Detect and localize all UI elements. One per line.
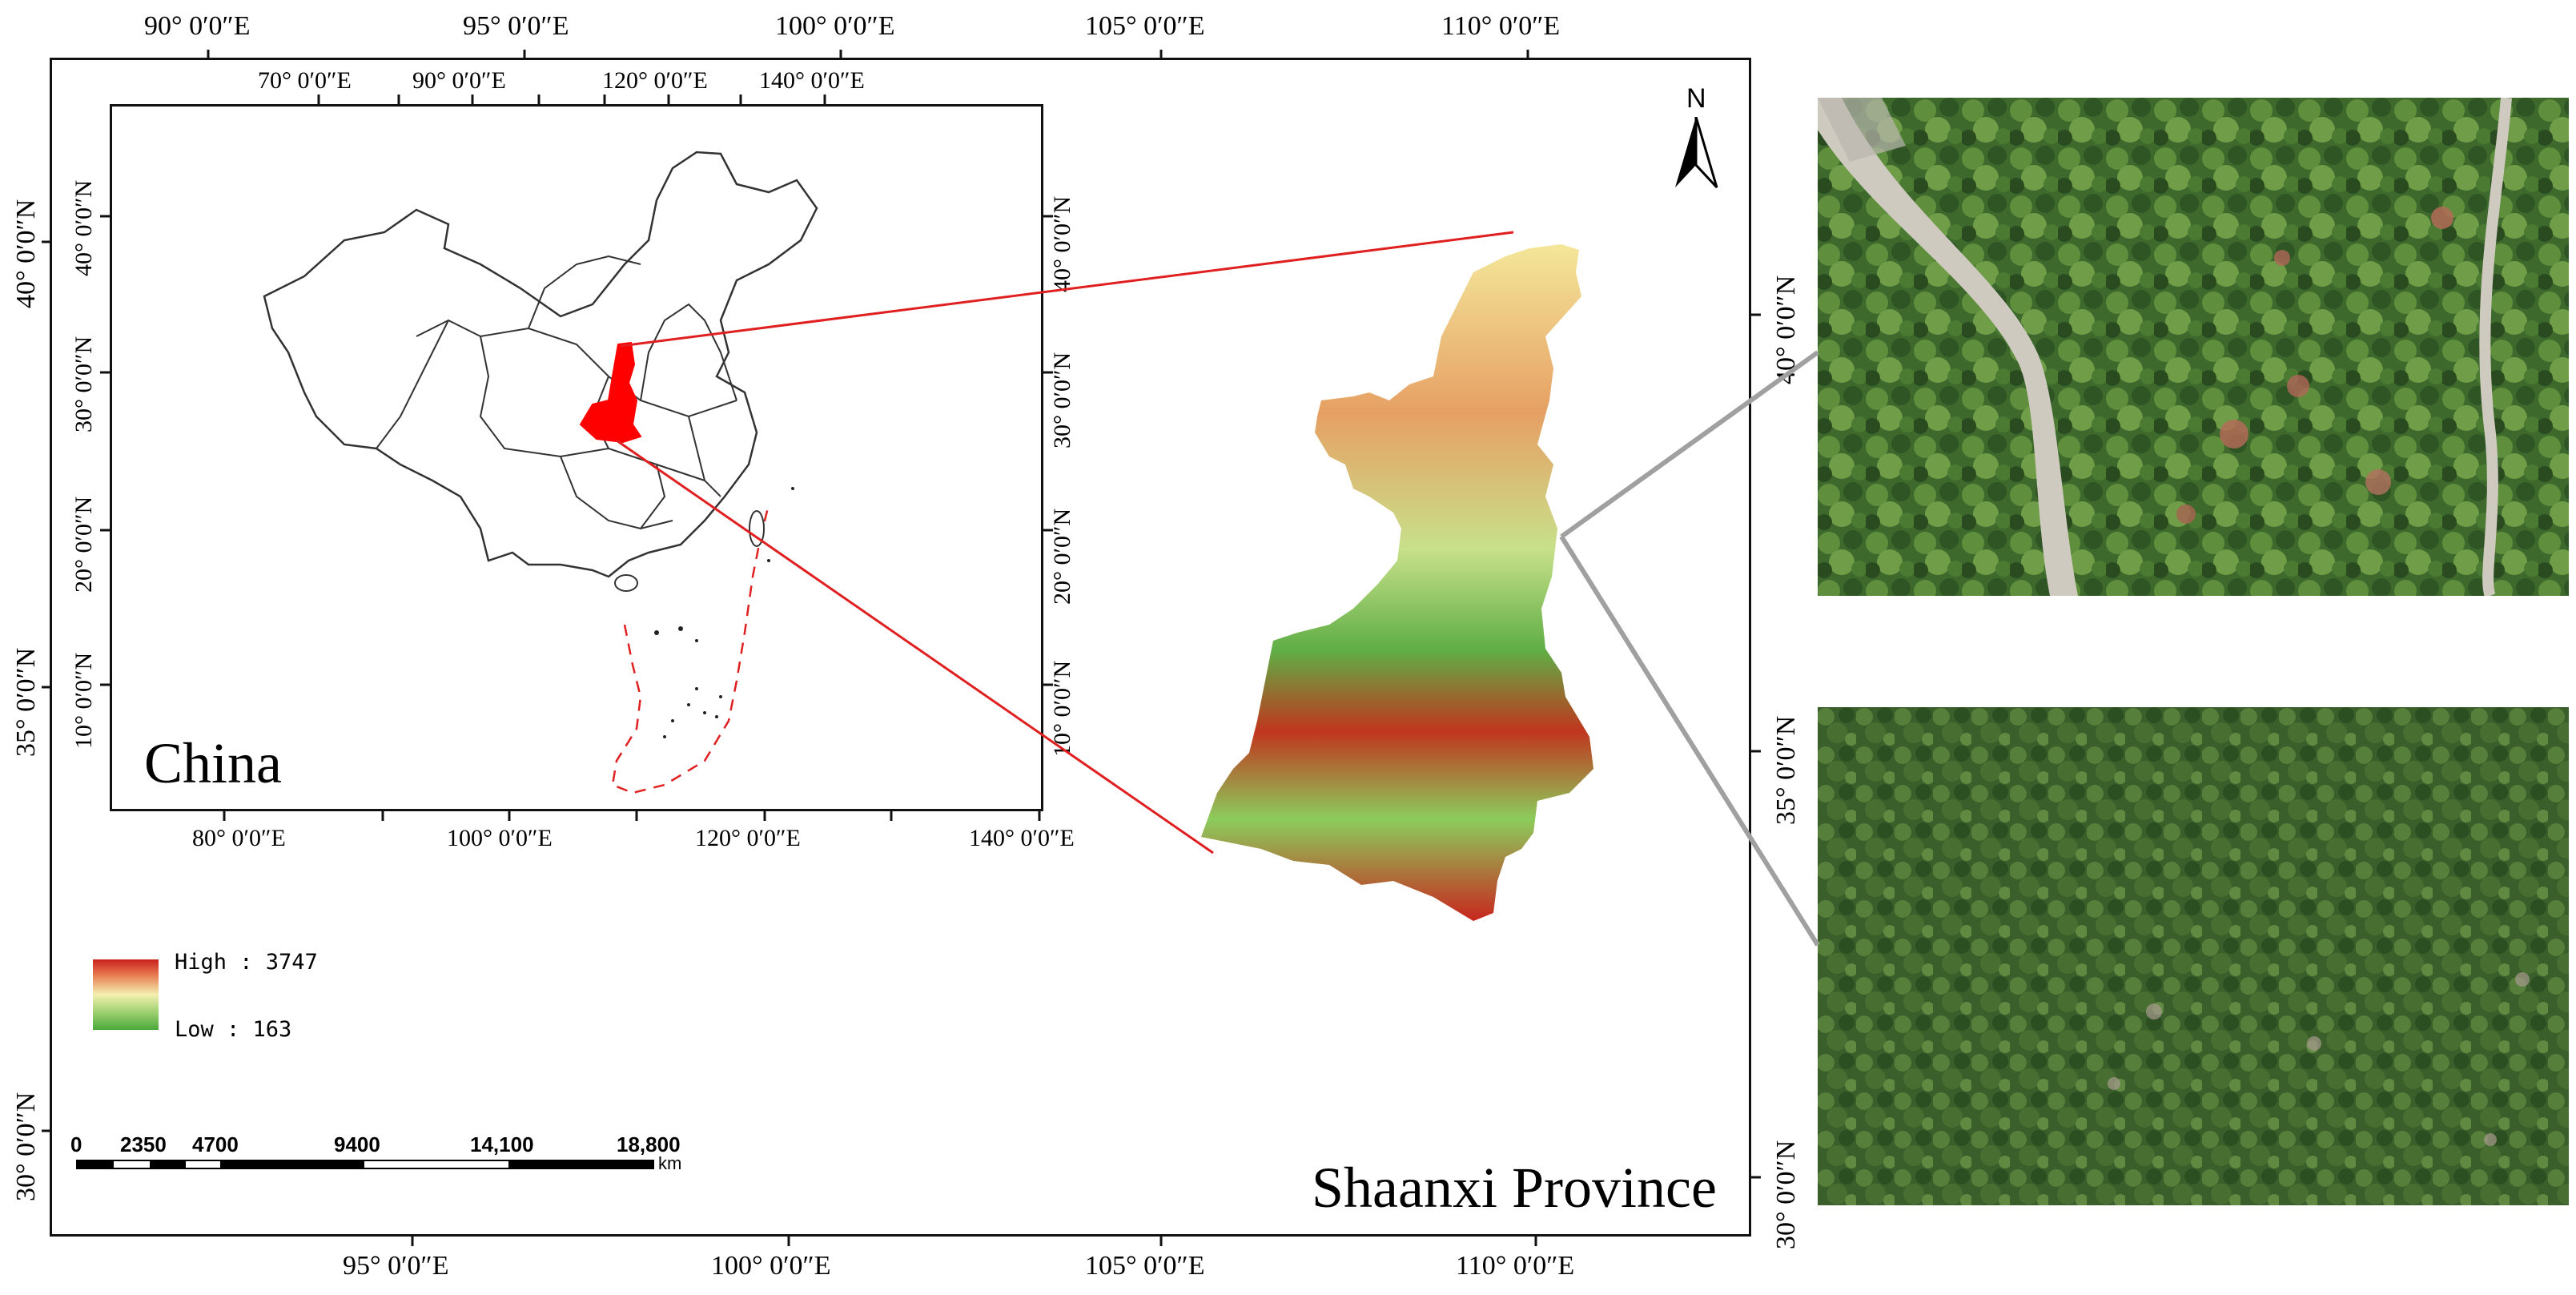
scale-unit: km [658, 1153, 682, 1173]
main-bottom-tick-105e: 105° 0′0″E [1085, 1251, 1205, 1281]
main-top-tick-90e: 90° 0′0″E [144, 11, 251, 41]
scale-label-4700: 4700 [192, 1132, 239, 1156]
main-top-tick-105e: 105° 0′0″E [1085, 11, 1205, 41]
inset-bottom-tick-80e: 80° 0′0″E [192, 825, 286, 851]
photo-leader-top [1560, 350, 1819, 539]
inset-map-ticks [100, 95, 1053, 821]
main-top-tick-95e: 95° 0′0″E [463, 11, 569, 41]
main-bottom-tick-100e: 100° 0′0″E [711, 1251, 831, 1281]
aerial-photo-bottom [1818, 707, 2569, 1205]
main-bottom-tick-95e: 95° 0′0″E [343, 1251, 449, 1281]
shaanxi-highlight [579, 341, 642, 444]
china-outline [263, 151, 818, 578]
north-arrow-icon [1675, 117, 1718, 189]
shaanxi-dem [1201, 244, 1593, 921]
inset-bottom-tick-100e: 100° 0′0″E [447, 825, 553, 851]
main-top-tick-110e: 110° 0′0″E [1441, 11, 1561, 41]
scale-label-2350: 2350 [120, 1132, 167, 1156]
scale-label-18800: 18,800 [617, 1132, 681, 1156]
north-arrow: N [1672, 83, 1720, 189]
inset-top-tick-140e: 140° 0′0″E [759, 67, 865, 94]
main-map-frame [50, 58, 1751, 1237]
hainan-island [614, 574, 638, 592]
taiwan-island [749, 510, 765, 547]
main-top-tick-100e: 100° 0′0″E [775, 11, 895, 41]
inset-top-tick-120e: 120° 0′0″E [602, 67, 708, 94]
main-bottom-tick-110e: 110° 0′0″E [1456, 1251, 1575, 1281]
island-dots [654, 487, 794, 738]
legend-high-label: High : 3747 [175, 950, 318, 975]
elevation-legend-ramp [93, 959, 159, 1030]
scale-bar [76, 1160, 654, 1169]
scale-label-0: 0 [70, 1132, 82, 1156]
aerial-photo-top [1818, 98, 2569, 596]
leader-line-top [620, 231, 1514, 348]
south-china-sea-boundary [611, 504, 770, 794]
inset-title: China [144, 731, 282, 795]
scale-label-14100: 14,100 [470, 1132, 534, 1156]
inset-top-tick-70e: 70° 0′0″E [258, 67, 352, 94]
north-arrow-label: N [1686, 83, 1706, 114]
photo-leader-bottom [1559, 535, 1820, 947]
main-map-ticks [42, 50, 1761, 1246]
inset-bottom-tick-120e: 120° 0′0″E [695, 825, 801, 851]
legend-low-label: Low : 163 [175, 1017, 292, 1042]
leader-line-bottom [616, 439, 1214, 855]
inset-bottom-tick-140e: 140° 0′0″E [969, 825, 1075, 851]
main-map-title: Shaanxi Province [1312, 1156, 1717, 1220]
scale-label-9400: 9400 [334, 1132, 380, 1156]
inset-top-tick-90e: 90° 0′0″E [412, 67, 506, 94]
